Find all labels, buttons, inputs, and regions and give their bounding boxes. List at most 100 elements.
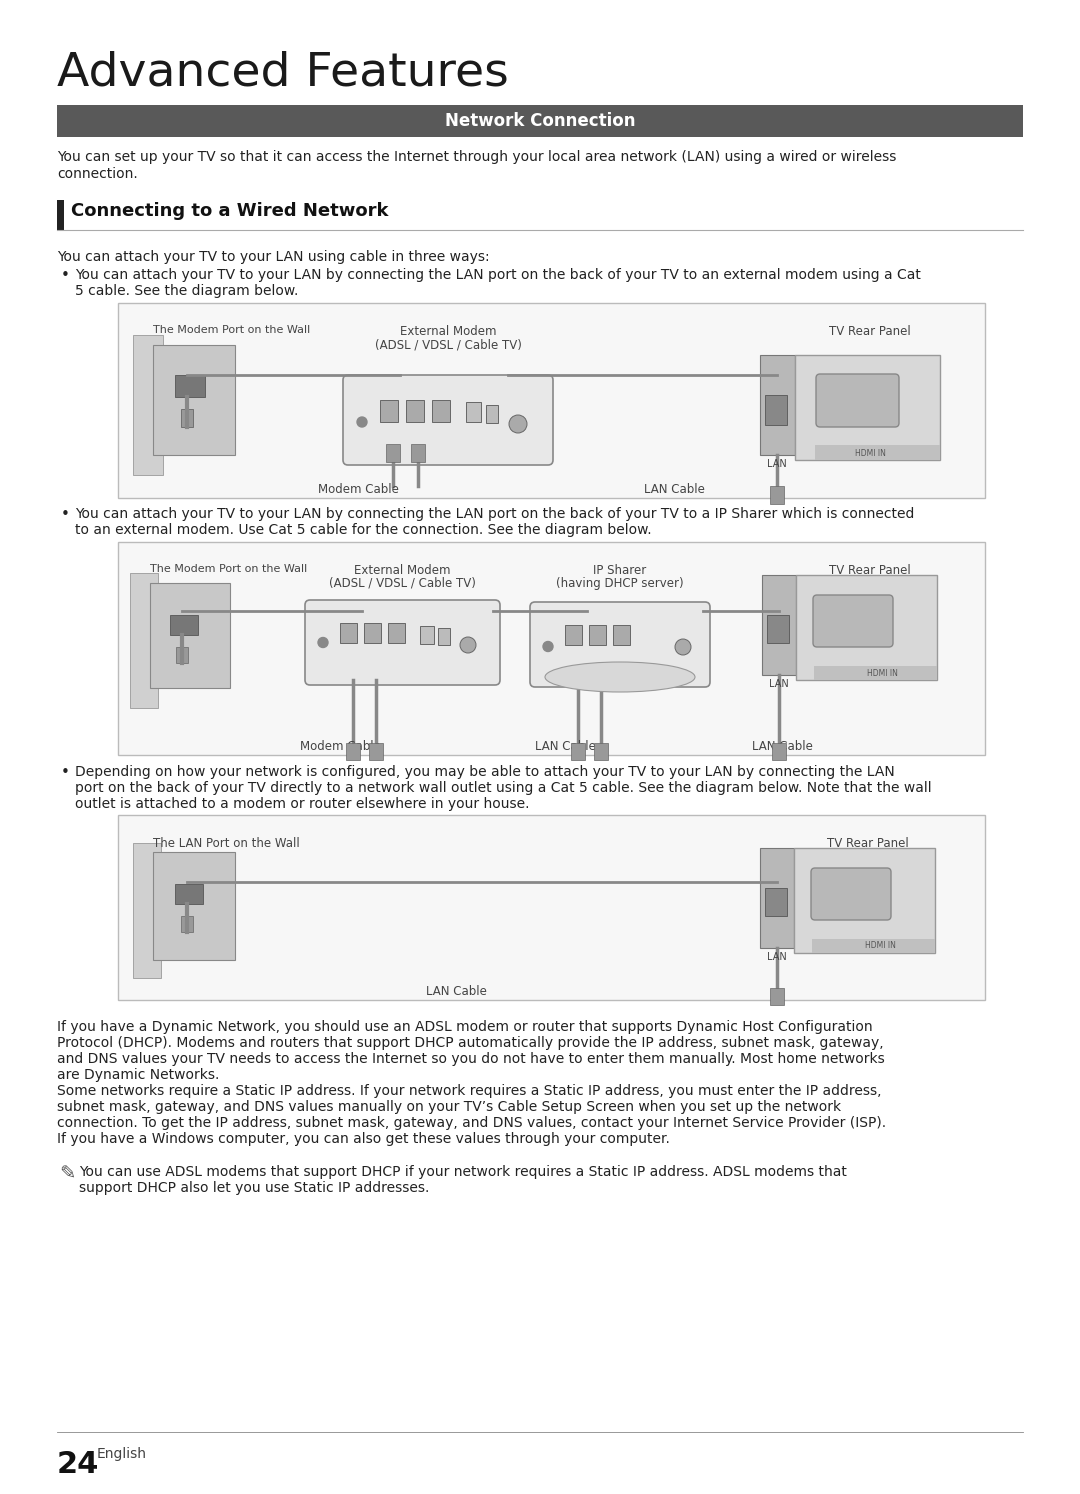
Bar xyxy=(118,816,985,999)
Bar xyxy=(411,444,426,462)
Bar xyxy=(118,303,985,498)
Text: HDMI IN: HDMI IN xyxy=(866,668,897,677)
Text: LAN: LAN xyxy=(767,459,787,469)
Bar xyxy=(795,356,940,460)
Text: If you have a Windows computer, you can also get these values through your compu: If you have a Windows computer, you can … xyxy=(57,1132,670,1146)
Text: TV Rear Panel: TV Rear Panel xyxy=(826,837,908,850)
Bar xyxy=(613,624,630,645)
Bar xyxy=(181,409,193,427)
Bar xyxy=(565,624,582,645)
Bar xyxy=(772,743,786,760)
Text: Protocol (DHCP). Modems and routers that support DHCP automatically provide the : Protocol (DHCP). Modems and routers that… xyxy=(57,1035,883,1050)
Text: Modem Cable: Modem Cable xyxy=(299,740,380,753)
Text: HDMI IN: HDMI IN xyxy=(865,941,895,950)
Text: and DNS values your TV needs to access the Internet so you do not have to enter : and DNS values your TV needs to access t… xyxy=(57,1052,885,1067)
Bar xyxy=(420,626,434,644)
Circle shape xyxy=(543,641,553,651)
Text: Advanced Features: Advanced Features xyxy=(57,49,509,96)
Bar xyxy=(762,575,796,675)
Text: LAN Cable: LAN Cable xyxy=(535,740,595,753)
Circle shape xyxy=(675,639,691,654)
FancyBboxPatch shape xyxy=(305,601,500,686)
Bar xyxy=(406,400,424,421)
Bar xyxy=(130,574,158,708)
Bar xyxy=(765,887,787,916)
Bar xyxy=(794,849,935,953)
Text: Depending on how your network is configured, you may be able to attach your TV t: Depending on how your network is configu… xyxy=(75,765,894,778)
Bar xyxy=(380,400,399,421)
Bar xyxy=(432,400,450,421)
Bar xyxy=(133,335,163,475)
Text: External Modem: External Modem xyxy=(400,326,496,338)
Text: (having DHCP server): (having DHCP server) xyxy=(556,577,684,590)
Bar xyxy=(388,623,405,642)
Text: are Dynamic Networks.: are Dynamic Networks. xyxy=(57,1068,219,1082)
Bar xyxy=(181,916,193,932)
Bar xyxy=(170,616,198,635)
Bar xyxy=(589,624,606,645)
Bar xyxy=(175,884,203,904)
Text: Network Connection: Network Connection xyxy=(445,112,635,130)
Bar xyxy=(770,486,784,503)
Text: You can attach your TV to your LAN by connecting the LAN port on the back of you: You can attach your TV to your LAN by co… xyxy=(75,506,915,521)
Bar xyxy=(767,616,789,642)
Bar xyxy=(57,105,1023,137)
Bar xyxy=(438,627,450,645)
Text: support DHCP also let you use Static IP addresses.: support DHCP also let you use Static IP … xyxy=(79,1180,430,1195)
Text: connection. To get the IP address, subnet mask, gateway, and DNS values, contact: connection. To get the IP address, subne… xyxy=(57,1116,886,1129)
Bar xyxy=(153,345,235,456)
Text: IP Sharer: IP Sharer xyxy=(593,565,647,577)
Text: TV Rear Panel: TV Rear Panel xyxy=(828,565,910,577)
Bar xyxy=(118,542,985,754)
Text: connection.: connection. xyxy=(57,167,138,181)
Text: subnet mask, gateway, and DNS values manually on your TV’s Cable Setup Screen wh: subnet mask, gateway, and DNS values man… xyxy=(57,1100,841,1115)
Bar xyxy=(364,623,381,642)
Text: The LAN Port on the Wall: The LAN Port on the Wall xyxy=(153,837,300,850)
Bar xyxy=(465,402,481,421)
Bar xyxy=(386,444,400,462)
Circle shape xyxy=(318,638,328,647)
Text: If you have a Dynamic Network, you should use an ADSL modem or router that suppo: If you have a Dynamic Network, you shoul… xyxy=(57,1020,873,1034)
Text: •: • xyxy=(60,765,70,780)
Text: LAN: LAN xyxy=(767,952,787,962)
Text: (ADSL / VDSL / Cable TV): (ADSL / VDSL / Cable TV) xyxy=(375,338,522,351)
Bar xyxy=(812,940,935,953)
Text: You can set up your TV so that it can access the Internet through your local are: You can set up your TV so that it can ac… xyxy=(57,149,896,164)
Bar xyxy=(486,405,498,423)
Text: External Modem: External Modem xyxy=(354,565,450,577)
Text: LAN Cable: LAN Cable xyxy=(644,483,704,496)
Bar xyxy=(760,849,794,949)
Text: outlet is attached to a modem or router elsewhere in your house.: outlet is attached to a modem or router … xyxy=(75,796,529,811)
Text: English: English xyxy=(97,1448,147,1461)
Bar xyxy=(594,743,608,760)
Text: •: • xyxy=(60,506,70,521)
FancyBboxPatch shape xyxy=(530,602,710,687)
Text: LAN Cable: LAN Cable xyxy=(752,740,812,753)
FancyBboxPatch shape xyxy=(813,595,893,647)
Text: TV Rear Panel: TV Rear Panel xyxy=(829,326,910,338)
Text: The Modem Port on the Wall: The Modem Port on the Wall xyxy=(150,565,307,574)
Text: LAN: LAN xyxy=(769,678,788,689)
Text: Connecting to a Wired Network: Connecting to a Wired Network xyxy=(71,202,389,220)
Circle shape xyxy=(357,417,367,427)
Text: You can attach your TV to your LAN using cable in three ways:: You can attach your TV to your LAN using… xyxy=(57,249,489,264)
Text: You can attach your TV to your LAN by connecting the LAN port on the back of you: You can attach your TV to your LAN by co… xyxy=(75,267,921,282)
Bar xyxy=(133,843,161,979)
Bar xyxy=(346,743,360,760)
Text: Modem Cable: Modem Cable xyxy=(318,483,399,496)
Bar xyxy=(176,647,188,663)
Text: The Modem Port on the Wall: The Modem Port on the Wall xyxy=(153,326,310,335)
Bar xyxy=(796,575,937,680)
Bar xyxy=(153,852,235,961)
Bar xyxy=(369,743,383,760)
Bar xyxy=(57,200,64,230)
FancyBboxPatch shape xyxy=(811,868,891,920)
FancyBboxPatch shape xyxy=(343,375,553,465)
Bar xyxy=(150,583,230,689)
Ellipse shape xyxy=(545,662,696,692)
Bar xyxy=(815,445,940,460)
Bar xyxy=(770,988,784,1005)
Text: to an external modem. Use Cat 5 cable for the connection. See the diagram below.: to an external modem. Use Cat 5 cable fo… xyxy=(75,523,651,536)
Circle shape xyxy=(460,636,476,653)
Text: LAN Cable: LAN Cable xyxy=(427,985,487,998)
